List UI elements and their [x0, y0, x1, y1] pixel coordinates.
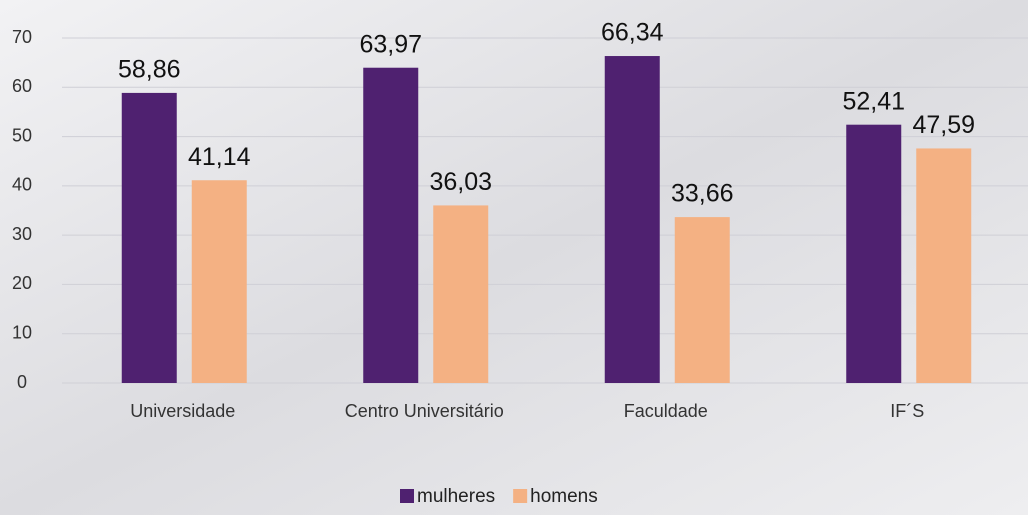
bar	[121, 92, 177, 383]
data-label: 33,66	[671, 180, 734, 208]
y-tick-label: 50	[12, 125, 32, 145]
bar	[916, 148, 972, 383]
x-tick-label: IF´S	[890, 401, 924, 421]
x-tick-label: Universidade	[130, 401, 235, 421]
y-tick-label: 10	[12, 322, 32, 342]
data-label: 52,41	[842, 87, 905, 115]
bar	[846, 124, 902, 383]
legend-swatch	[400, 489, 414, 503]
legend-swatch	[513, 489, 528, 503]
bar	[674, 217, 730, 383]
data-label: 66,34	[601, 19, 664, 47]
y-tick-label: 30	[12, 224, 32, 244]
y-tick-label: 70	[12, 27, 32, 47]
y-tick-label: 60	[12, 76, 32, 96]
bar	[433, 205, 489, 383]
legend-label: homens	[530, 486, 598, 507]
bar	[191, 180, 247, 383]
bar	[604, 56, 660, 383]
data-label: 41,14	[188, 143, 251, 171]
y-tick-label: 40	[12, 175, 32, 195]
data-label: 63,97	[359, 30, 422, 58]
x-tick-label: Faculdade	[624, 401, 708, 421]
y-tick-label: 20	[12, 273, 32, 293]
x-tick-label: Centro Universitário	[345, 401, 504, 421]
data-label: 36,03	[429, 168, 492, 196]
data-label: 47,59	[912, 111, 975, 139]
data-label: 58,86	[118, 56, 181, 84]
y-tick-label: 0	[17, 372, 27, 392]
bar	[363, 67, 419, 383]
legend-label: mulheres	[417, 486, 495, 507]
